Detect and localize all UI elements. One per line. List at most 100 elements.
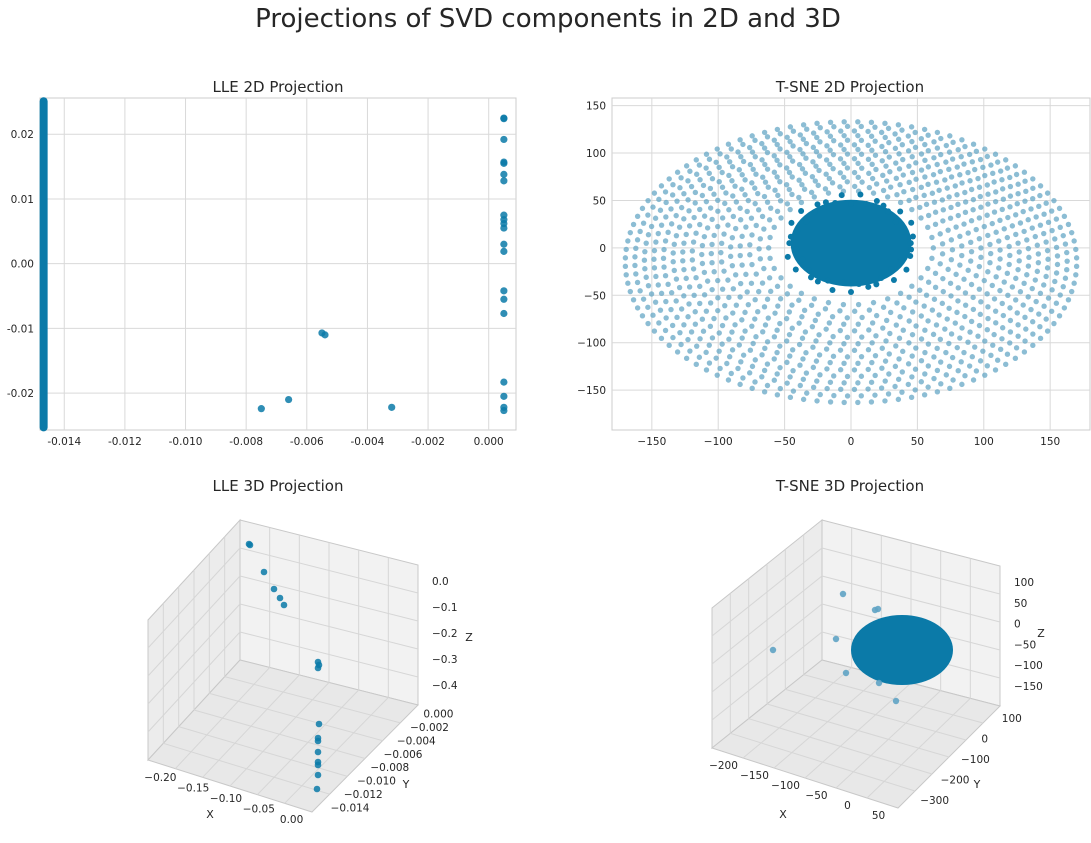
tsne-2d-point (697, 336, 703, 342)
tsne-2d-point (829, 180, 836, 186)
tsne-2d-point (783, 165, 790, 171)
tsne-2d-point (681, 191, 687, 197)
lle-3d-xtick-label: −0.15 (177, 783, 209, 795)
tsne-2d-point (939, 251, 946, 257)
tsne-2d-point (777, 343, 783, 349)
tsne-2d-point (892, 131, 898, 137)
tsne-2d-point (625, 280, 631, 286)
tsne-2d-point (1045, 295, 1052, 301)
tsne-2d-point (1029, 285, 1035, 292)
tsne-2d-point (913, 176, 919, 182)
tsne-2d-point (1029, 225, 1035, 231)
tsne-2d-point (957, 262, 963, 268)
tsne-2d-point (855, 380, 861, 386)
lle-3d-point (315, 720, 323, 728)
tsne-2d-point (1000, 312, 1007, 319)
tsne-2d-point (970, 141, 977, 147)
tsne-2d-point (1053, 216, 1060, 222)
tsne-3d-ytick-label: −200 (941, 774, 970, 786)
tsne-2d-point (1006, 261, 1012, 268)
lle-3d-ytick-label: −0.008 (370, 762, 409, 774)
tsne-2d-point (1013, 212, 1019, 218)
tsne-2d-point (958, 359, 964, 365)
lle-3d-ztick-label: −0.1 (432, 602, 458, 614)
tsne-2d-point (761, 389, 768, 395)
tsne-2d-point (670, 250, 676, 256)
tsne-2d-point (804, 390, 810, 396)
tsne-2d-point (955, 147, 961, 153)
tsne-2d-point (973, 148, 980, 155)
tsne-2d-point (1025, 217, 1031, 223)
tsne-2d-point (1028, 306, 1034, 313)
tsne-2d-point (1030, 176, 1036, 182)
tsne-2d-point (809, 173, 816, 180)
tsne-2d-point (872, 124, 878, 130)
tsne-2d-point (851, 183, 858, 190)
tsne-3d-xtick-label: −50 (805, 790, 827, 802)
tsne-2d-point (1006, 243, 1012, 250)
tsne-2d-point (752, 316, 758, 322)
tsne-2d-point (838, 192, 845, 199)
tsne-2d-point (954, 192, 960, 198)
tsne-2d-point (765, 245, 772, 251)
tsne-2d-point (949, 247, 956, 253)
tsne-2d-point (764, 296, 771, 302)
tsne-2d-point (686, 208, 692, 214)
tsne-2d-point (810, 344, 816, 350)
tsne-2d-point (943, 372, 950, 378)
tsne-2d-point (732, 272, 739, 278)
tsne-2d-point (1013, 171, 1020, 178)
tsne-2d-point (724, 154, 730, 160)
tsne-2d-point (838, 128, 844, 134)
tsne-2d-point (1041, 211, 1047, 217)
tsne-2d-point (880, 202, 887, 209)
tsne-2d-point (990, 342, 996, 348)
tsne-2d-point (777, 178, 783, 185)
tsne-2d-point (645, 197, 651, 204)
tsne-2d-point (663, 315, 669, 321)
tsne-2d-point (814, 378, 820, 384)
tsne-2d-point (984, 327, 990, 333)
tsne-2d-point (732, 225, 739, 232)
tsne-2d-point (693, 275, 699, 281)
tsne-2d-point (872, 352, 879, 359)
tsne-2d-point (730, 213, 737, 220)
tsne-2d-point (858, 123, 864, 130)
tsne-2d-point (887, 169, 893, 175)
tsne-2d-point (912, 144, 919, 151)
tsne-2d-point (955, 367, 961, 374)
tsne-2d-point (784, 380, 790, 386)
tsne-2d-point (715, 197, 721, 203)
tsne-2d-point (996, 238, 1002, 244)
tsne-2d-point (1013, 231, 1019, 238)
lle-2d-point (388, 403, 396, 411)
tsne-2d-point (745, 301, 752, 308)
tsne-2d-point (816, 153, 823, 159)
tsne-2d-point (790, 128, 797, 134)
tsne-2d-point (752, 200, 758, 207)
tsne-2d-point (844, 179, 850, 185)
tsne-2d-point (1073, 255, 1080, 261)
tsne-2d-point (760, 329, 766, 335)
tsne-2d-point (801, 307, 808, 313)
tsne-2d-point (715, 277, 721, 284)
tsne-2d-point (709, 286, 715, 293)
tsne-2d-point (948, 293, 954, 299)
tsne-2d-point (678, 306, 685, 312)
lle-2d-dense-column (39, 97, 48, 432)
tsne-2d-point (976, 286, 983, 292)
tsne-2d-point (1034, 268, 1041, 275)
tsne-2d-point (883, 317, 890, 324)
tsne-3d-ztick-label: −100 (1014, 660, 1043, 672)
tsne-2d-point (759, 280, 766, 286)
tsne-2d-point (982, 146, 988, 152)
tsne-2d-point (933, 322, 940, 328)
tsne-2d-point (691, 214, 697, 221)
tsne-2d-point (718, 249, 724, 256)
tsne-2d-point (694, 171, 700, 177)
tsne-2d-point (1007, 317, 1014, 324)
lle-3d-grid-line (284, 697, 389, 804)
tsne-2d-point (855, 280, 862, 287)
tsne-2d-point (701, 292, 708, 298)
tsne-2d-point (841, 341, 847, 347)
